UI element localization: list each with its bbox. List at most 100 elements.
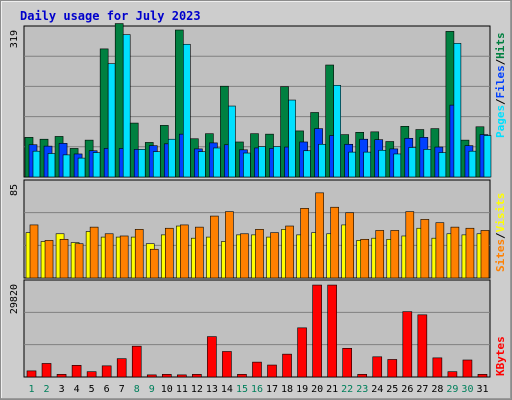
pages-bar — [423, 149, 432, 178]
pages-bar — [152, 151, 161, 178]
sites-bar — [89, 226, 99, 279]
pages-bar — [483, 135, 492, 178]
kbytes-bar — [146, 374, 157, 378]
kbytes-bar — [192, 374, 202, 378]
kbytes-bar — [372, 356, 383, 378]
pages-bar — [198, 151, 206, 178]
pages-bar — [333, 84, 341, 178]
kbytes-bar — [26, 370, 37, 378]
day-label: 29 — [446, 384, 458, 395]
day-label: 3 — [59, 384, 65, 395]
kbytes-bar — [41, 363, 52, 378]
day-label: 25 — [386, 384, 398, 395]
day-label: 1 — [29, 384, 35, 395]
kbytes-bar — [207, 336, 217, 378]
sites-bar — [149, 248, 159, 279]
legend-top: Pages/Files/Hits — [494, 32, 507, 138]
kbytes-bar — [237, 374, 247, 378]
pages-bar — [438, 152, 447, 178]
day-label: 24 — [371, 384, 383, 395]
sites-bar — [195, 226, 204, 279]
day-label: 21 — [326, 384, 338, 395]
sites-bar — [134, 229, 144, 279]
sites-bar — [300, 208, 309, 279]
pages-bar — [137, 149, 146, 178]
day-label: 31 — [476, 384, 488, 395]
kbytes-bar — [71, 365, 82, 378]
pages-bar — [62, 154, 71, 178]
pages-bar — [288, 99, 296, 178]
day-label: 16 — [251, 384, 263, 395]
kbytes-bar — [222, 351, 232, 378]
pages-bar — [393, 153, 402, 178]
sites-bar — [255, 229, 264, 279]
legend-text: Hits — [494, 32, 507, 59]
legend-text: Visits — [494, 193, 507, 233]
pages-bar — [243, 152, 251, 178]
day-label: 17 — [266, 384, 278, 395]
pages-bar — [183, 43, 191, 178]
sites-bar — [210, 215, 219, 279]
day-label: 23 — [356, 384, 368, 395]
day-label: 12 — [191, 384, 203, 395]
pages-bar — [303, 150, 311, 178]
kbytes-bar — [56, 374, 67, 378]
kbytes-bar — [267, 364, 277, 378]
pages-bar — [408, 147, 417, 178]
day-label: 13 — [206, 384, 218, 395]
sites-bar — [44, 240, 54, 279]
kbytes-bar — [297, 327, 307, 378]
day-label: 27 — [416, 384, 428, 395]
sites-bar — [164, 227, 174, 279]
sites-bar — [435, 222, 445, 279]
kbytes-bar — [417, 314, 428, 378]
kbytes-bar — [447, 371, 458, 378]
kbytes-bar — [387, 359, 398, 378]
legend-bottom: KBytes — [494, 336, 507, 376]
day-label: 5 — [89, 384, 95, 395]
kbytes-bar — [131, 345, 142, 378]
sites-bar — [360, 238, 370, 279]
kbytes-bar — [252, 361, 262, 378]
kbytes-bar — [312, 284, 322, 378]
day-label: 28 — [431, 384, 443, 395]
day-label: 4 — [74, 384, 80, 395]
pages-bar — [468, 150, 477, 178]
pages-bar — [167, 138, 176, 178]
chart-title: Daily usage for July 2023 — [20, 9, 201, 23]
day-label: 20 — [311, 384, 323, 395]
sites-bar — [285, 225, 294, 279]
kbytes-bar — [101, 365, 112, 378]
kbytes-bar — [432, 357, 443, 378]
pages-bar — [47, 153, 56, 178]
sites-bar — [104, 233, 114, 279]
pages-bar — [213, 147, 221, 178]
sites-bar — [375, 230, 385, 279]
pages-bar — [107, 63, 116, 178]
day-label: 8 — [134, 384, 140, 395]
kbytes-bar — [402, 311, 413, 378]
legend-text: Files — [494, 65, 507, 98]
sites-bar — [240, 233, 249, 279]
kbytes-bar — [161, 374, 172, 378]
pages-bar — [453, 43, 462, 178]
pages-bar — [273, 146, 281, 178]
day-label: 22 — [341, 384, 353, 395]
y-max-label-top: 319 — [9, 30, 20, 48]
sites-bar — [225, 211, 234, 279]
kbytes-bar — [342, 348, 352, 378]
pages-bar — [228, 105, 236, 178]
day-label: 6 — [104, 384, 110, 395]
sites-bar — [59, 238, 69, 279]
day-label: 14 — [221, 384, 233, 395]
sites-bar — [465, 227, 475, 279]
day-label: 9 — [149, 384, 155, 395]
day-label: 10 — [161, 384, 173, 395]
kbytes-bar — [86, 371, 97, 378]
legend-text: Sites — [494, 239, 507, 272]
kbytes-bar — [357, 374, 368, 378]
day-label: 19 — [296, 384, 308, 395]
legend-middle: Sites/Visits — [494, 193, 507, 272]
day-label: 26 — [401, 384, 413, 395]
